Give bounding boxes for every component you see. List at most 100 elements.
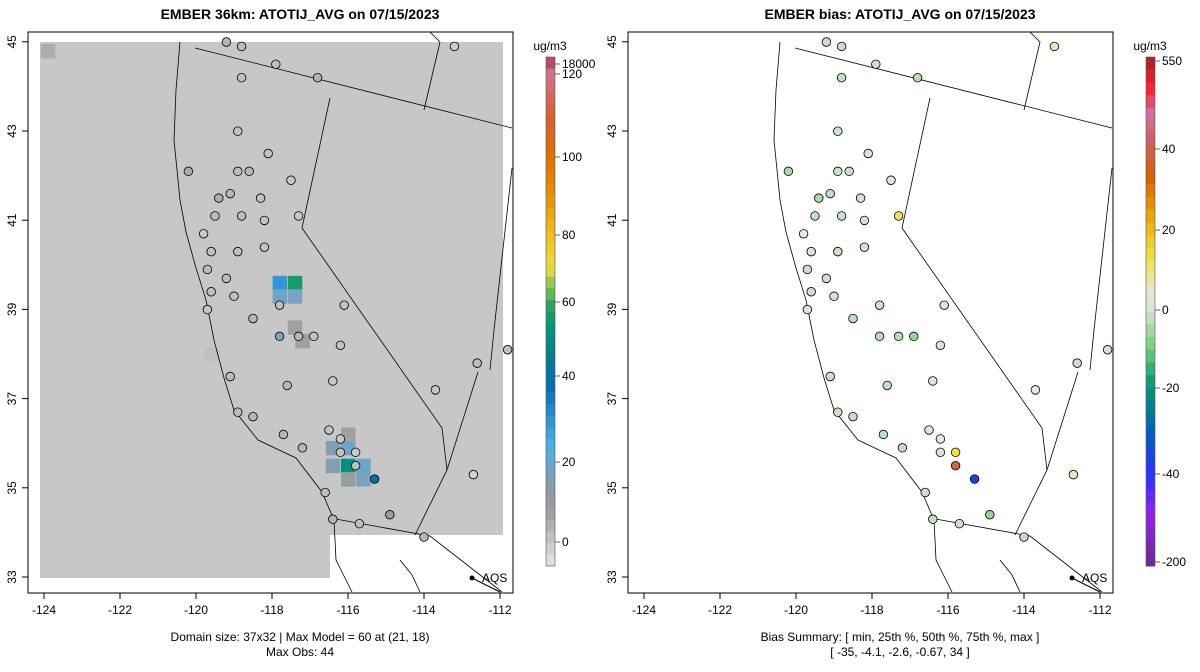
station-marker <box>309 331 319 342</box>
colorbar-bin <box>546 450 555 463</box>
model-grid-cell <box>341 472 356 487</box>
colorbar-bin <box>546 357 555 370</box>
state-boundary <box>429 31 441 43</box>
station-marker <box>229 291 239 301</box>
colorbar-bin <box>546 80 555 93</box>
station-marker <box>935 340 946 350</box>
station-marker <box>263 148 273 159</box>
station-marker <box>350 447 361 458</box>
colorbar-bin <box>1146 247 1155 262</box>
colorbar-bin <box>1146 196 1155 211</box>
colorbar-bin <box>546 230 555 243</box>
station-marker <box>202 304 213 315</box>
x-tick-label: -116 <box>936 603 959 617</box>
left-map-title: EMBER 36km: ATOTIJ_AVG on 07/15/2023 <box>160 6 440 22</box>
station-marker <box>236 41 247 52</box>
left-colorbar-unit: ug/m3 <box>533 39 567 53</box>
colorbar-tick-label: 0 <box>1162 303 1169 317</box>
station-marker <box>328 376 338 386</box>
model-grid-cell <box>40 43 56 59</box>
station-marker <box>909 331 919 342</box>
model-grid-cell <box>204 347 219 362</box>
colorbar-tick-label: 0 <box>562 535 569 549</box>
station-marker <box>286 175 296 185</box>
colorbar-bin <box>546 299 555 312</box>
x-tick-label: -120 <box>784 603 808 617</box>
station-marker <box>806 287 816 297</box>
colorbar-bin <box>1146 57 1155 71</box>
station-marker <box>882 380 892 391</box>
colorbar-bin <box>1146 464 1155 478</box>
left-colorbar-frame <box>545 56 556 567</box>
colorbar-bin <box>546 195 555 208</box>
station-marker <box>893 211 904 221</box>
station-marker <box>233 407 243 417</box>
station-marker <box>221 37 232 47</box>
station-marker <box>848 411 858 422</box>
station-marker <box>836 41 847 52</box>
station-marker <box>293 331 304 342</box>
station-marker <box>255 193 266 203</box>
station-marker <box>935 447 946 458</box>
station-marker <box>248 411 258 422</box>
colorbar-bin <box>546 265 555 278</box>
colorbar-tick-label: -20 <box>1162 381 1180 395</box>
station-marker <box>282 380 292 391</box>
colorbar-bin <box>1146 375 1155 389</box>
station-marker <box>1102 345 1113 355</box>
colorbar-bin <box>546 508 555 521</box>
station-marker <box>248 313 258 324</box>
station-marker <box>225 371 235 382</box>
colorbar-bin <box>546 311 555 324</box>
colorbar-bin <box>546 161 555 174</box>
y-tick-label: 45 <box>605 35 619 49</box>
colorbar-bin <box>546 276 555 289</box>
station-marker <box>183 166 194 177</box>
colorbar-bin <box>1146 438 1155 452</box>
state-boundary <box>423 41 441 111</box>
legend-pointer <box>471 577 501 593</box>
x-tick-label: -120 <box>184 603 208 617</box>
station-marker <box>1068 469 1079 480</box>
model-grid-cell <box>272 289 288 304</box>
station-marker <box>271 59 281 70</box>
colorbar-bin <box>1146 171 1155 185</box>
colorbar-bin <box>1146 426 1155 440</box>
y-tick-label: 45 <box>5 35 19 49</box>
state-boundary <box>301 97 448 536</box>
station-marker <box>335 434 346 444</box>
y-tick-label: 33 <box>5 570 19 584</box>
station-marker <box>1072 358 1082 368</box>
station-marker <box>893 331 904 342</box>
station-marker <box>350 461 361 471</box>
right-footer-bias-header: Bias Summary: [ min, 25th %, 50th %, 75t… <box>760 630 1040 644</box>
colorbar-bin <box>546 68 555 81</box>
colorbar-bin <box>1146 387 1155 402</box>
colorbar-bin <box>1146 209 1155 223</box>
y-tick-label: 35 <box>5 481 19 495</box>
colorbar-bin <box>546 103 555 116</box>
station-marker <box>950 447 961 458</box>
colorbar-bin <box>546 114 555 127</box>
station-marker <box>859 215 870 226</box>
colorbar-tick-label: 120 <box>562 67 582 81</box>
station-marker <box>836 72 847 83</box>
colorbar-bin <box>546 554 555 567</box>
station-marker <box>293 211 304 221</box>
colorbar-bin <box>1146 489 1155 503</box>
station-marker <box>928 376 938 386</box>
legend-label-aqs: AQS <box>1082 571 1107 585</box>
station-marker <box>225 188 235 199</box>
y-tick-label: 37 <box>5 392 19 406</box>
station-marker <box>935 434 946 444</box>
colorbar-bin <box>1146 133 1155 147</box>
model-grid-cell <box>356 458 371 474</box>
left-footer-maxobs: Max Obs: 44 <box>265 645 335 659</box>
station-marker <box>874 331 885 342</box>
colorbar-bin <box>546 519 555 532</box>
model-grid-cell <box>287 320 303 335</box>
model-grid-cell <box>325 458 341 474</box>
station-marker <box>844 166 854 177</box>
station-marker <box>502 345 513 355</box>
state-boundary <box>773 41 953 593</box>
